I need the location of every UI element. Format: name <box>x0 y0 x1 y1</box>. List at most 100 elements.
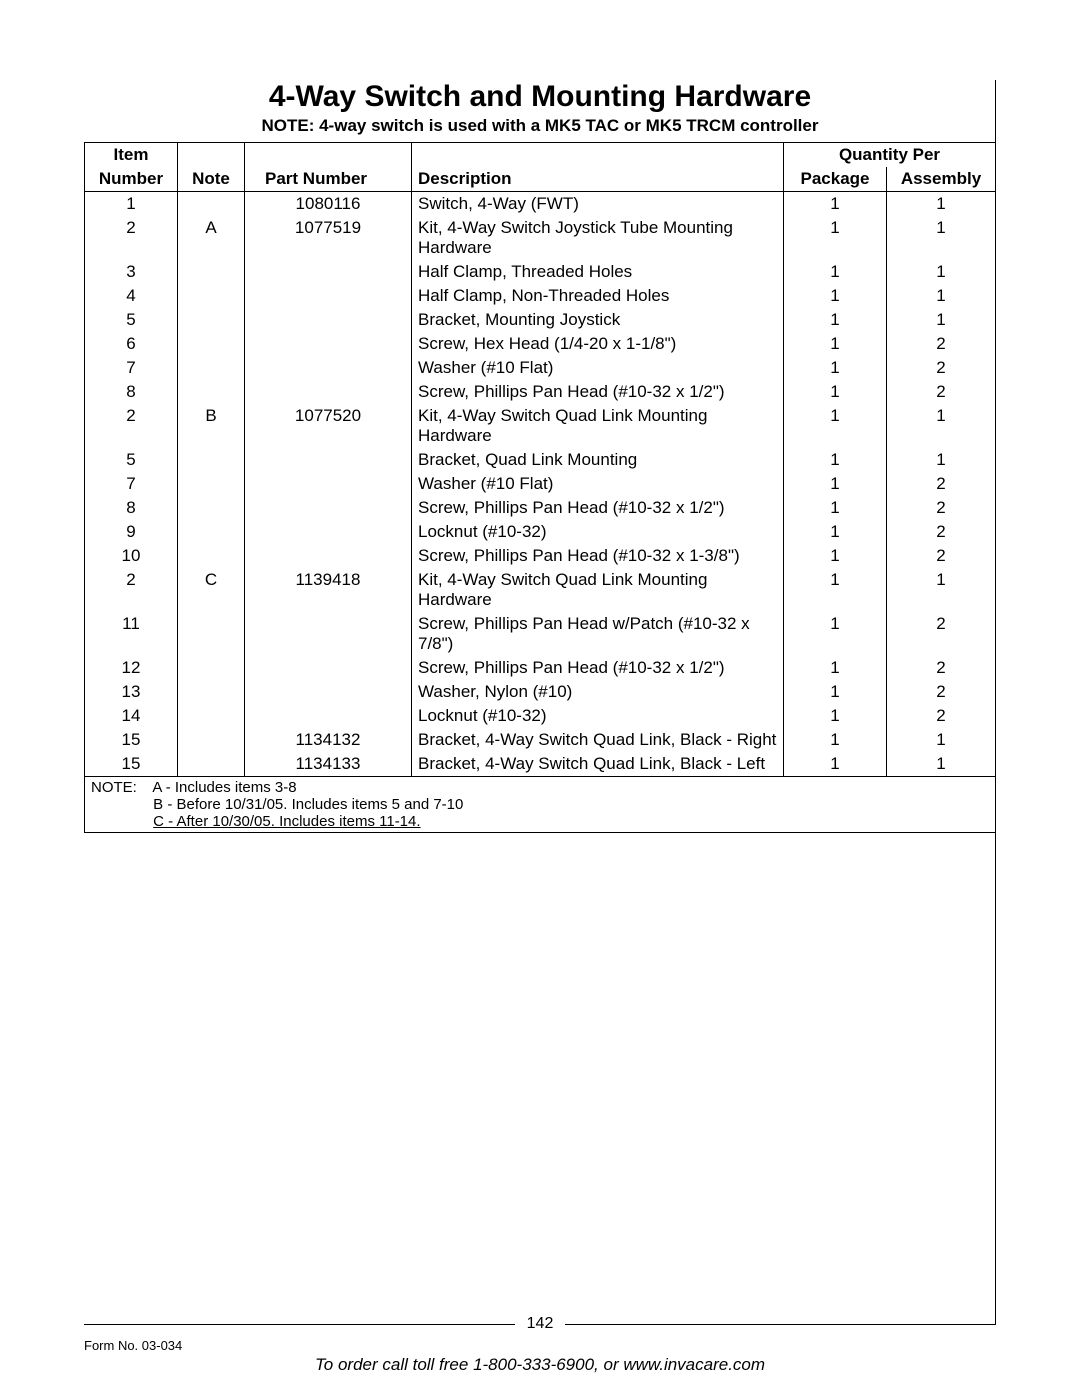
cell-pkg: 1 <box>784 332 887 356</box>
cell-desc: Washer, Nylon (#10) <box>412 680 784 704</box>
cell-part <box>245 656 412 680</box>
cell-pkg: 1 <box>784 728 887 752</box>
right-margin-rule <box>995 80 996 1325</box>
col-qty-group: Quantity Per <box>784 143 996 168</box>
table-row: 8Screw, Phillips Pan Head (#10-32 x 1/2"… <box>85 496 996 520</box>
cell-asm: 1 <box>887 728 996 752</box>
form-number: Form No. 03-034 <box>84 1338 182 1353</box>
table-row: 151134132Bracket, 4-Way Switch Quad Link… <box>85 728 996 752</box>
cell-note <box>178 704 245 728</box>
cell-part <box>245 356 412 380</box>
cell-pkg: 1 <box>784 260 887 284</box>
cell-note <box>178 284 245 308</box>
cell-desc: Half Clamp, Threaded Holes <box>412 260 784 284</box>
cell-asm: 2 <box>887 612 996 656</box>
cell-item: 13 <box>85 680 178 704</box>
cell-pkg: 1 <box>784 568 887 612</box>
cell-part: 1134133 <box>245 752 412 777</box>
cell-pkg: 1 <box>784 656 887 680</box>
footnote-a: A - Includes items 3-8 <box>152 779 296 796</box>
cell-asm: 1 <box>887 404 996 448</box>
cell-part: 1077519 <box>245 216 412 260</box>
cell-note <box>178 356 245 380</box>
footnote-b: B - Before 10/31/05. Includes items 5 an… <box>153 796 463 813</box>
cell-part <box>245 520 412 544</box>
cell-pkg: 1 <box>784 380 887 404</box>
cell-item: 4 <box>85 284 178 308</box>
cell-note <box>178 612 245 656</box>
cell-note: B <box>178 404 245 448</box>
cell-pkg: 1 <box>784 752 887 777</box>
cell-item: 10 <box>85 544 178 568</box>
cell-asm: 1 <box>887 568 996 612</box>
table-row: 11Screw, Phillips Pan Head w/Patch (#10-… <box>85 612 996 656</box>
table-row: 5Bracket, Mounting Joystick11 <box>85 308 996 332</box>
cell-part <box>245 308 412 332</box>
cell-item: 9 <box>85 520 178 544</box>
cell-item: 11 <box>85 612 178 656</box>
cell-note <box>178 448 245 472</box>
subtitle-note: NOTE: 4-way switch is used with a MK5 TA… <box>84 116 996 136</box>
footnote-c: C - After 10/30/05. Includes items 11-14… <box>153 813 420 830</box>
rule-right <box>565 1324 996 1325</box>
table-row: 3Half Clamp, Threaded Holes11 <box>85 260 996 284</box>
table-row: 14Locknut (#10-32)12 <box>85 704 996 728</box>
footnote-label: NOTE: <box>91 779 149 796</box>
cell-asm: 1 <box>887 752 996 777</box>
col-asm: Assembly <box>887 167 996 192</box>
cell-asm: 2 <box>887 356 996 380</box>
cell-note <box>178 308 245 332</box>
cell-asm: 1 <box>887 192 996 217</box>
cell-desc: Locknut (#10-32) <box>412 704 784 728</box>
cell-part <box>245 380 412 404</box>
table-row: 2B1077520Kit, 4-Way Switch Quad Link Mou… <box>85 404 996 448</box>
cell-desc: Switch, 4-Way (FWT) <box>412 192 784 217</box>
cell-note <box>178 380 245 404</box>
cell-note <box>178 752 245 777</box>
cell-part <box>245 496 412 520</box>
cell-note <box>178 332 245 356</box>
cell-pkg: 1 <box>784 472 887 496</box>
cell-item: 14 <box>85 704 178 728</box>
cell-part <box>245 472 412 496</box>
cell-desc: Kit, 4-Way Switch Joystick Tube Mounting… <box>412 216 784 260</box>
cell-part <box>245 332 412 356</box>
cell-item: 7 <box>85 356 178 380</box>
cell-note <box>178 728 245 752</box>
cell-note <box>178 192 245 217</box>
cell-desc: Screw, Phillips Pan Head (#10-32 x 1-3/8… <box>412 544 784 568</box>
col-part-top <box>245 143 412 168</box>
cell-asm: 1 <box>887 308 996 332</box>
cell-asm: 1 <box>887 284 996 308</box>
cell-note: A <box>178 216 245 260</box>
cell-asm: 2 <box>887 656 996 680</box>
cell-part: 1134132 <box>245 728 412 752</box>
cell-note <box>178 544 245 568</box>
cell-desc: Kit, 4-Way Switch Quad Link Mounting Har… <box>412 404 784 448</box>
col-desc: Description <box>412 167 784 192</box>
table-row: 13Washer, Nylon (#10)12 <box>85 680 996 704</box>
cell-pkg: 1 <box>784 448 887 472</box>
cell-pkg: 1 <box>784 192 887 217</box>
cell-pkg: 1 <box>784 612 887 656</box>
cell-pkg: 1 <box>784 544 887 568</box>
cell-part: 1077520 <box>245 404 412 448</box>
cell-pkg: 1 <box>784 680 887 704</box>
cell-note <box>178 656 245 680</box>
cell-part <box>245 704 412 728</box>
cell-desc: Washer (#10 Flat) <box>412 356 784 380</box>
cell-item: 7 <box>85 472 178 496</box>
cell-desc: Locknut (#10-32) <box>412 520 784 544</box>
cell-item: 5 <box>85 448 178 472</box>
cell-asm: 2 <box>887 380 996 404</box>
cell-pkg: 1 <box>784 704 887 728</box>
page-number: 142 <box>515 1315 566 1333</box>
cell-pkg: 1 <box>784 496 887 520</box>
cell-desc: Bracket, 4-Way Switch Quad Link, Black -… <box>412 728 784 752</box>
cell-desc: Kit, 4-Way Switch Quad Link Mounting Har… <box>412 568 784 612</box>
cell-pkg: 1 <box>784 284 887 308</box>
col-note: Note <box>178 167 245 192</box>
footnotes: NOTE: A - Includes items 3-8 B - Before … <box>85 777 996 833</box>
table-row: 5Bracket, Quad Link Mounting11 <box>85 448 996 472</box>
cell-note <box>178 496 245 520</box>
